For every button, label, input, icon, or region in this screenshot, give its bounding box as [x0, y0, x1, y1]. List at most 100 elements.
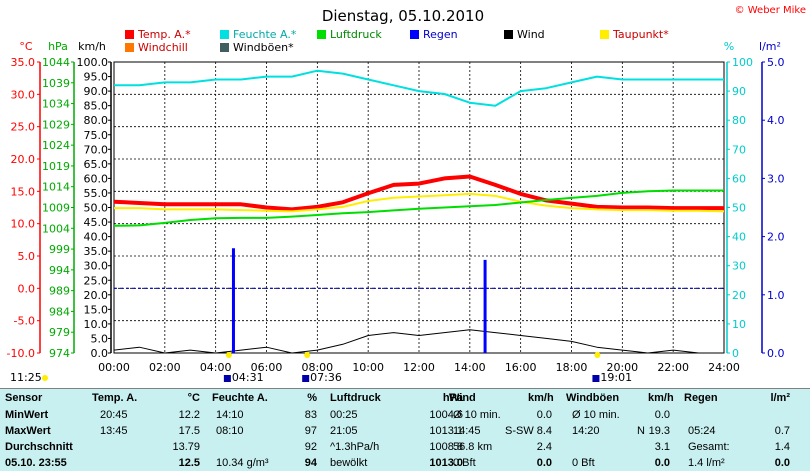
- sun-icon: [304, 352, 311, 358]
- wind-tick-label: 65.0: [84, 158, 109, 171]
- stats-col-header: hPa: [442, 392, 463, 404]
- x-tick-label: 00:00: [98, 361, 130, 374]
- humidity-tick-label: 90: [732, 85, 746, 98]
- series-line-wind: [113, 329, 724, 354]
- legend-swatch: [600, 30, 609, 39]
- humidity-tick-label: 0: [732, 347, 739, 360]
- humidity-tick-label: 80: [732, 114, 746, 127]
- legend-label: Windchill: [138, 41, 188, 54]
- wind-tick-label: 85.0: [84, 100, 109, 113]
- stats-wind-value: 2.4: [536, 441, 552, 453]
- sun-icon: [225, 352, 232, 358]
- stats-temp-value: 12.5: [178, 457, 200, 469]
- stats-pressure-time: bewölkt: [330, 457, 368, 469]
- x-tick-label: 16:00: [505, 361, 537, 374]
- stats-wind-desc: 56.8 km: [453, 441, 493, 453]
- stats-wind-desc: Ø 10 min.: [453, 409, 501, 421]
- legend-swatch: [220, 30, 229, 39]
- temp-tick-label: 25.0: [11, 121, 36, 134]
- wind-tick-label: 0.0: [91, 347, 109, 360]
- x-tick-label: 22:00: [657, 361, 689, 374]
- stats-pressure-value: 1013.1: [429, 425, 463, 437]
- legend-label: Regen: [423, 28, 458, 41]
- humidity-tick-label: 60: [732, 172, 746, 185]
- time-marker-label: 19:01: [600, 371, 632, 384]
- pressure-tick-label: 974: [49, 347, 70, 360]
- pressure-tick-label: 1029: [42, 118, 70, 131]
- stats-row-label: MinWert: [5, 409, 49, 421]
- legend-label: Feuchte A.*: [233, 28, 297, 41]
- time-marker-label: 07:36: [310, 371, 342, 384]
- legend-swatch: [317, 30, 326, 39]
- pressure-tick-label: 984: [49, 305, 70, 318]
- legend-label: Wind: [517, 28, 545, 41]
- humidity-tick-label: 100: [732, 56, 753, 69]
- stats-wind-desc: 14:45: [453, 425, 481, 437]
- sun-icon: [594, 352, 601, 358]
- wind-tick-label: 35.0: [84, 245, 109, 258]
- stats-col-header: Regen: [684, 392, 718, 404]
- rain-tick-label: 4.0: [767, 114, 785, 127]
- x-tick-label: 08:00: [301, 361, 333, 374]
- series-line-luftdruck: [113, 189, 724, 227]
- humidity-tick-label: 10: [732, 318, 746, 331]
- stats-humidity-value: 97: [304, 425, 317, 437]
- stats-gust-desc: Ø 10 min.: [572, 409, 620, 421]
- legend-label: Taupunkt*: [612, 28, 669, 41]
- wind-tick-label: 80.0: [84, 114, 109, 127]
- stats-gust-value: 0.0: [654, 457, 670, 469]
- stats-rain-desc: Gesamt:: [688, 441, 730, 453]
- weather-chart: Dienstag, 05.10.2010 © Weber Mike °C hPa…: [7, 5, 806, 384]
- wind-tick-label: 95.0: [84, 71, 109, 84]
- temp-tick-label: 5.0: [18, 250, 36, 263]
- stats-wind-value: 0.0: [536, 457, 552, 469]
- humidity-tick-label: 50: [732, 202, 746, 215]
- legend-swatch: [410, 30, 419, 39]
- temp-tick-label: 30.0: [11, 88, 36, 101]
- stats-humidity-time: 10.34 g/m³: [216, 457, 269, 469]
- time-marker-label: 04:31: [232, 371, 264, 384]
- stats-wind-dir: S-SW: [505, 425, 534, 437]
- stats-humidity-value: 83: [304, 409, 317, 421]
- legend-label: Temp. A.*: [137, 28, 191, 41]
- temp-tick-label: 0.0: [18, 282, 36, 295]
- pressure-tick-label: 1014: [42, 181, 70, 194]
- rain-tick-label: 3.0: [767, 172, 785, 185]
- pressure-tick-label: 1019: [42, 160, 70, 173]
- stats-pressure-value: 1004.6: [429, 409, 463, 421]
- stats-gust-value: 0.0: [654, 409, 670, 421]
- stats-pressure-time: ^1.3hPa/h: [330, 441, 380, 453]
- temp-tick-label: 15.0: [11, 185, 36, 198]
- wind-tick-label: 30.0: [84, 260, 109, 273]
- x-tick-label: 14:00: [454, 361, 486, 374]
- stats-gust-desc: 0 Bft: [572, 457, 595, 469]
- stats-humidity-time: 14:10: [216, 409, 244, 421]
- stats-row-label: 05.10. 23:55: [5, 457, 67, 469]
- legend-swatch: [220, 43, 229, 52]
- wind-axis-unit: km/h: [78, 40, 106, 53]
- x-tick-label: 12:00: [403, 361, 435, 374]
- stats-rain-desc: 05:24: [688, 425, 716, 437]
- humidity-tick-label: 70: [732, 143, 746, 156]
- humidity-tick-label: 40: [732, 231, 746, 244]
- wind-tick-label: 100.0: [77, 56, 109, 69]
- series: [113, 69, 725, 354]
- wind-tick-label: 25.0: [84, 274, 109, 287]
- moon-icon: [592, 375, 600, 382]
- legend: Temp. A.* Feuchte A.* Luftdruck Regen Wind Ta…: [125, 28, 669, 54]
- rain-tick-label: 2.0: [767, 231, 785, 244]
- time-markers: 11:25 04:31 07:36 19:01: [10, 352, 632, 384]
- temp-tick-label: -5.0: [14, 315, 35, 328]
- pressure-tick-label: 1004: [42, 222, 70, 235]
- series-line-feuchte-a: [114, 69, 724, 107]
- wind-tick-label: 5.0: [91, 332, 109, 345]
- moon-icon: [223, 375, 231, 382]
- chart-title: Dienstag, 05.10.2010: [322, 7, 484, 25]
- wind-tick-label: 60.0: [84, 172, 109, 185]
- stats-row-label: MaxWert: [5, 425, 51, 437]
- humidity-tick-label: 30: [732, 260, 746, 273]
- stats-temp-value: 12.2: [178, 409, 200, 421]
- temp-tick-label: 35.0: [11, 56, 36, 69]
- stats-col-header: °C: [187, 392, 200, 404]
- stats-temp-value: 17.5: [178, 425, 200, 437]
